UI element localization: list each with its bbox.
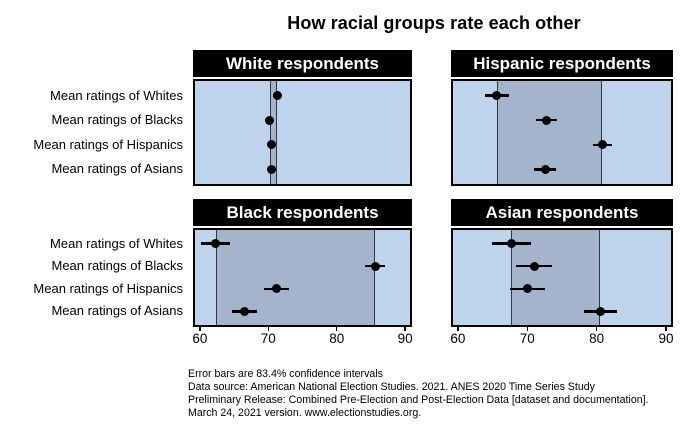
row-label: Mean ratings of Blacks — [51, 258, 183, 274]
row-label: Mean ratings of Whites — [50, 87, 183, 103]
mean-dot — [529, 261, 539, 271]
row-label: Mean ratings of Hispanics — [33, 136, 183, 152]
mean-dot — [542, 115, 552, 125]
confidence-band-asian-respondents — [511, 230, 601, 325]
x-tick — [404, 327, 406, 331]
mean-dot — [540, 164, 550, 174]
panel-header-asian-respondents: Asian respondents — [451, 199, 673, 226]
mean-dot — [370, 261, 380, 271]
x-tick — [526, 327, 529, 331]
x-tick-label: 80 — [329, 331, 345, 346]
x-tick-label: 60 — [450, 331, 466, 346]
footnote-release: Preliminary Release: Combined Pre-Electi… — [188, 394, 649, 406]
x-tick-label: 80 — [589, 331, 605, 346]
footnote-ci: Error bars are 83.4% confidence interval… — [188, 368, 383, 380]
mean-dot — [595, 306, 605, 316]
x-tick-label: 90 — [397, 331, 413, 346]
panel-header-hispanic-respondents: Hispanic respondents — [451, 50, 673, 77]
mean-dot — [597, 140, 607, 150]
x-tick — [457, 327, 459, 331]
x-tick — [665, 327, 667, 331]
chart-title: How racial groups rate each other — [287, 13, 581, 33]
row-label: Mean ratings of Blacks — [51, 112, 183, 128]
row-label: Mean ratings of Hispanics — [33, 280, 183, 296]
x-tick-label: 60 — [192, 331, 208, 346]
mean-dot — [271, 284, 281, 294]
mean-dot — [211, 239, 221, 249]
confidence-band-white-respondents — [269, 81, 278, 184]
x-tick-label: 70 — [260, 331, 276, 346]
x-tick — [595, 327, 598, 331]
mean-dot — [265, 115, 275, 125]
panel-header-white-respondents: White respondents — [193, 50, 412, 77]
x-tick — [335, 327, 338, 331]
footnote-source: Data source: American National Election … — [188, 381, 595, 393]
mean-dot — [239, 306, 249, 316]
x-tick — [267, 327, 270, 331]
mean-dot — [267, 164, 277, 174]
footnote-version: March 24, 2021 version. www.electionstud… — [188, 407, 422, 419]
mean-dot — [492, 91, 502, 101]
mean-dot — [267, 140, 277, 150]
row-label: Mean ratings of Whites — [50, 235, 183, 251]
footnotes: Error bars are 83.4% confidence interval… — [188, 368, 649, 420]
panel-plot-white-respondents — [193, 79, 412, 186]
panel-header-black-respondents: Black respondents — [193, 199, 412, 226]
mean-dot — [522, 284, 532, 294]
mean-dot — [272, 91, 282, 101]
mean-dot — [506, 239, 516, 249]
x-tick-label: 70 — [519, 331, 535, 346]
x-tick-label: 90 — [658, 331, 674, 346]
x-tick — [199, 327, 201, 331]
row-label: Mean ratings of Asians — [51, 303, 183, 319]
row-label: Mean ratings of Asians — [51, 161, 183, 177]
